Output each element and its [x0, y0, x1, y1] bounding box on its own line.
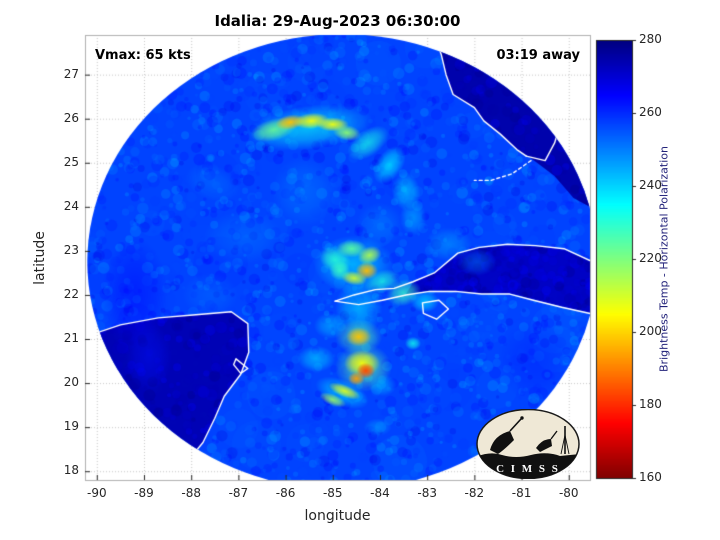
colorbar-tick-label: 220 — [639, 251, 662, 265]
colorbar-tick-label: 240 — [639, 178, 662, 192]
x-tick-label: -83 — [417, 486, 437, 500]
x-axis-label: longitude — [304, 508, 371, 524]
x-tick-label: -86 — [275, 486, 296, 500]
x-tick-label: -87 — [228, 486, 249, 500]
small-dish-icon — [536, 439, 552, 452]
colorbar-tick-label: 280 — [639, 32, 662, 46]
y-tick-label: 23 — [63, 242, 79, 257]
y-tick-label: 18 — [63, 463, 79, 478]
colorbar-tick-label: 200 — [639, 324, 662, 338]
y-axis-label: latitude — [32, 231, 48, 285]
x-tick-label: -80 — [558, 486, 579, 500]
logo-ground-silhouette — [477, 453, 579, 479]
large-dish-icon — [490, 431, 514, 454]
x-tick-label: -81 — [511, 486, 532, 500]
x-tick-label: -90 — [86, 486, 107, 500]
x-tick-label: -84 — [370, 486, 390, 500]
y-tick-label: 27 — [63, 66, 79, 81]
page-title: Idalia: 29-Aug-2023 06:30:00 — [214, 12, 461, 30]
y-tick-label: 26 — [63, 110, 79, 125]
x-tick-label: -89 — [134, 486, 154, 500]
colorbar-tick-label: 180 — [639, 397, 662, 411]
colorbar-tick-label: 260 — [639, 105, 662, 119]
x-tick-label: -85 — [322, 486, 343, 500]
y-tick-label: 22 — [63, 286, 79, 301]
x-tick-label: -82 — [464, 486, 485, 500]
y-tick-label: 19 — [63, 419, 79, 434]
y-tick-label: 20 — [63, 375, 79, 390]
colorbar-tick-label: 160 — [639, 470, 662, 484]
y-tick-label: 24 — [63, 198, 79, 213]
vmax-annotation: Vmax: 65 kts — [95, 48, 191, 63]
logo-text: C I M S S — [496, 463, 560, 475]
y-tick-label: 21 — [63, 331, 79, 345]
time-away-annotation: 03:19 away — [496, 48, 580, 63]
x-tick-label: -88 — [181, 486, 201, 500]
y-tick-label: 25 — [63, 154, 79, 169]
cimss-logo: C I M S S — [476, 409, 580, 479]
